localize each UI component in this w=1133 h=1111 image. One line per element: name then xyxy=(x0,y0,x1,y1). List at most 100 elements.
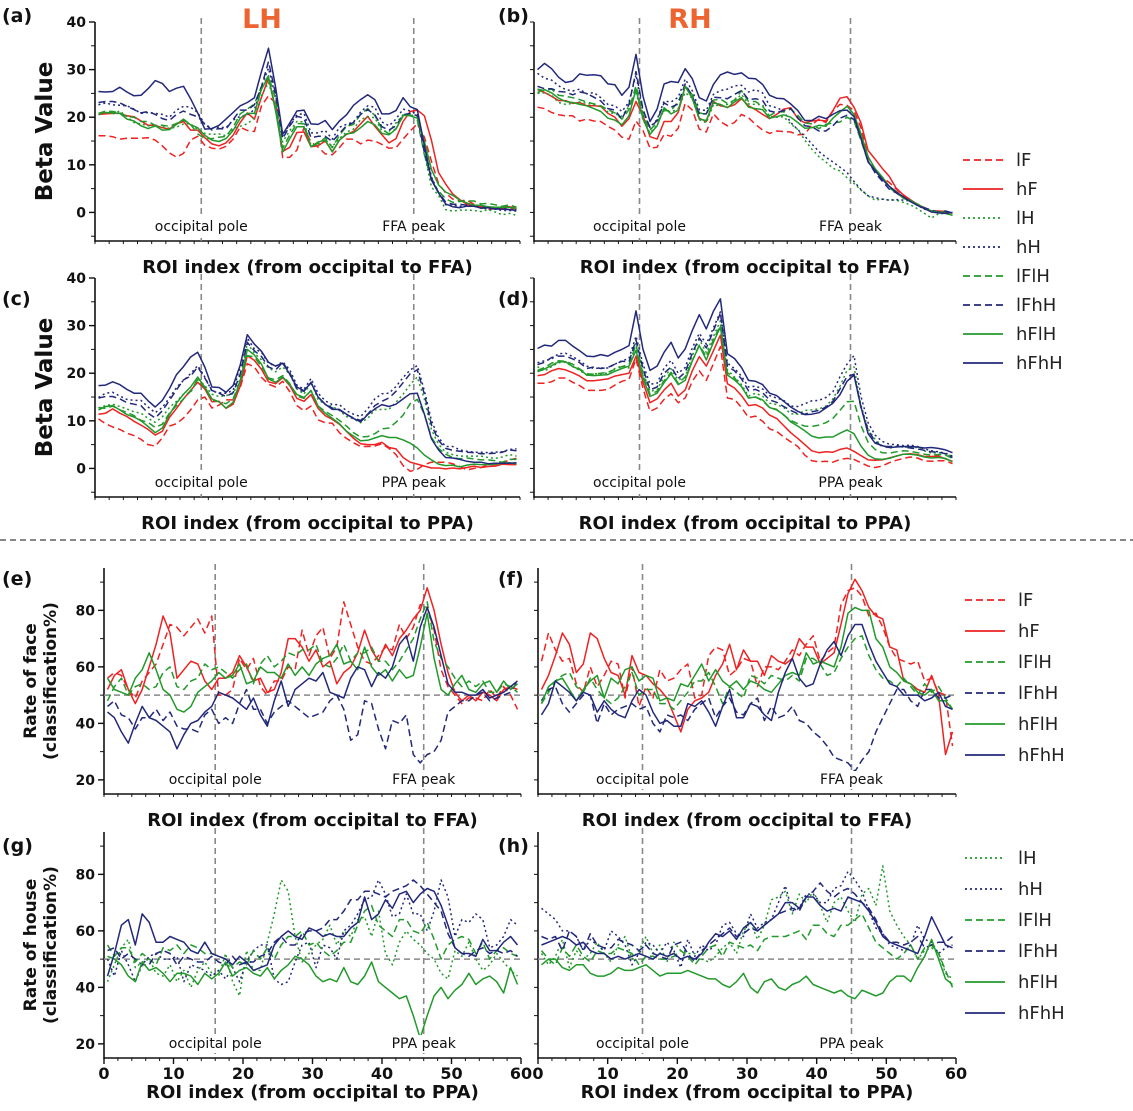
x-tick-label: 50 xyxy=(440,1064,462,1083)
vline-annotation: occipital pole xyxy=(155,219,248,235)
series-line-hFlH xyxy=(540,606,954,710)
series-line-lFlH xyxy=(98,354,517,463)
series-line-lFlH xyxy=(537,85,953,214)
series-line-lFhH xyxy=(537,70,953,214)
legend-label: lFlH xyxy=(1018,652,1052,673)
panel-h-house-rh: (h) 0 10 20 30 40 50 60 ROI index (from occipita… xyxy=(498,828,967,1103)
annotation-background xyxy=(590,218,689,236)
series-line-hFlH xyxy=(106,612,518,713)
series-line-hFhH xyxy=(98,333,517,465)
hemisphere-left-label: LH xyxy=(242,4,282,35)
y-tick-label: 80 xyxy=(76,867,96,883)
legend-label: hFlH xyxy=(1018,714,1058,735)
series-line-hFhH xyxy=(537,53,953,215)
series-line-lFhH xyxy=(541,882,953,963)
vline-annotation: FFA peak xyxy=(382,219,446,235)
x-axis-label: ROI index (from occipital to PPA) xyxy=(141,513,474,534)
x-axis-label: ROI index (from occipital to FFA) xyxy=(582,810,912,831)
annotation-background xyxy=(151,218,251,236)
series-line-lFlH xyxy=(537,324,953,460)
y-tick-label: 20 xyxy=(67,110,87,126)
hemisphere-right-label: RH xyxy=(668,4,711,35)
annotation-background xyxy=(590,474,689,492)
series-line-hF xyxy=(106,587,518,705)
annotation-background xyxy=(389,771,460,789)
vline-annotation: occipital pole xyxy=(169,772,262,788)
x-tick-label: 0 xyxy=(532,1064,543,1083)
panel-letter: (a) xyxy=(2,5,32,27)
y-tick-label: 30 xyxy=(67,319,87,335)
legend-label: hFlH xyxy=(1018,972,1058,993)
y-tick-label: 20 xyxy=(67,366,87,382)
y-tick-label: 0 xyxy=(76,461,86,477)
legend-label: lFlH xyxy=(1018,910,1052,931)
series-line-hF xyxy=(98,354,517,470)
series-line-hH xyxy=(106,879,518,986)
x-tick-label: 0 xyxy=(98,1064,109,1083)
x-tick-label: 10 xyxy=(162,1064,184,1083)
panel-letter: (f) xyxy=(498,568,524,590)
series-line-lFlH xyxy=(106,601,518,702)
panel-e-face-lh: (e) 20 40 60 80 ROI index (from occipital to … xyxy=(2,564,522,831)
panel-d-beta-rh-ppa: (d) ROI index (from occipital to PPA) occi… xyxy=(498,274,957,534)
vline-annotation: PPA peak xyxy=(819,1036,884,1052)
x-tick-label: 10 xyxy=(597,1064,619,1083)
vline-annotation: occipital pole xyxy=(169,1036,262,1052)
panel-letter: (d) xyxy=(498,288,529,310)
series-group xyxy=(98,47,517,217)
series-line-hH xyxy=(537,311,953,457)
legend-label: lFhH xyxy=(1018,941,1058,962)
series-line-lF xyxy=(537,102,953,215)
series-line-lFhH xyxy=(107,879,518,966)
legend-label: lH xyxy=(1016,208,1035,229)
y-axis-label: Beta Value xyxy=(32,62,58,202)
x-tick-label: 20 xyxy=(666,1064,688,1083)
legend-label: lF xyxy=(1018,590,1033,611)
series-line-hF xyxy=(540,578,954,756)
series-line-lF xyxy=(537,345,953,469)
vline-annotation: occipital pole xyxy=(596,1036,689,1052)
y-tick-label: 30 xyxy=(67,63,87,79)
series-line-lFhH xyxy=(540,685,953,773)
series-line-lH xyxy=(537,320,953,458)
legend-label: hFhH xyxy=(1018,1003,1065,1024)
annotation-background xyxy=(593,1035,692,1053)
series-line-hH xyxy=(537,72,953,214)
annotation-background xyxy=(165,771,265,789)
y-tick-label: 0 xyxy=(76,205,86,221)
series-line-lH xyxy=(98,342,517,460)
series-line-lFhH xyxy=(107,680,519,764)
panel-f-face-rh: (f) ROI index (from occipital to FFA) occi… xyxy=(498,564,957,831)
panel-letter: (c) xyxy=(2,288,31,310)
series-line-hFhH xyxy=(107,606,518,750)
vline-annotation: occipital pole xyxy=(155,475,248,491)
vline-annotation: PPA peak xyxy=(392,1036,457,1052)
x-axis-label: ROI index (from occipital to FFA) xyxy=(142,257,472,278)
panel-a-beta-lh-ffa: (a) 0 10 20 30 40 ROI index (from occipital to… xyxy=(2,5,521,278)
y-tick-label: 20 xyxy=(76,773,96,789)
series-line-hFhH xyxy=(537,298,953,454)
panel-c-beta-lh-ppa: (c) 0 10 20 30 40 ROI index (from occipital to… xyxy=(2,271,521,534)
series-line-lH xyxy=(540,865,953,980)
panel-g-house-lh: (g) 20 40 60 80 0 10 20 30 40 50 60 ROI index (from … xyxy=(2,828,532,1103)
y-tick-label: 60 xyxy=(76,924,96,940)
y-tick-label: 40 xyxy=(76,980,96,996)
panel-letter: (h) xyxy=(498,835,529,857)
annotation-background xyxy=(379,218,450,236)
vline-annotation: FFA peak xyxy=(820,772,884,788)
series-group xyxy=(540,578,954,773)
y-tick-label: 60 xyxy=(76,660,96,676)
x-tick-label: 40 xyxy=(371,1064,393,1083)
panel-letter: (g) xyxy=(2,835,33,857)
annotation-background xyxy=(816,1035,888,1053)
panel-letter: (e) xyxy=(2,568,32,590)
x-tick-label: 60 xyxy=(945,1064,967,1083)
y-axis-label: Rate of face(classification%) xyxy=(21,602,61,760)
panel-b-beta-rh-ffa: (b) ROI index (from occipital to FFA) occi… xyxy=(498,5,957,278)
series-line-lFlH xyxy=(106,904,518,969)
vline-annotation: occipital pole xyxy=(593,475,686,491)
y-tick-label: 40 xyxy=(67,15,87,31)
vline-annotation: occipital pole xyxy=(593,219,686,235)
legend-label: lFhH xyxy=(1018,683,1058,704)
